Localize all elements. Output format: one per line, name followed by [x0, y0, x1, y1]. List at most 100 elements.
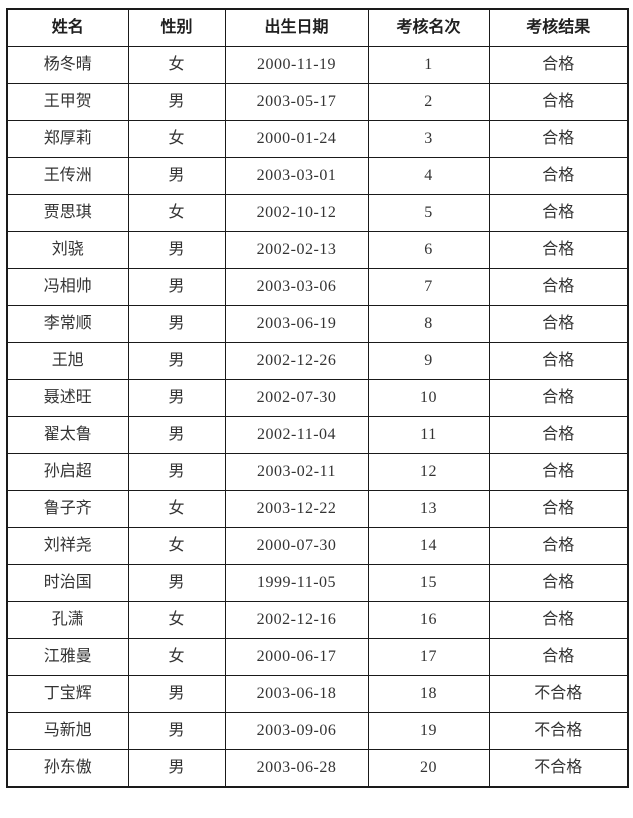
cell-name: 王传洲 — [6, 157, 129, 195]
cell-gender: 男 — [127, 231, 226, 269]
table-row: 马新旭男 2003-09-06 19 不合格 — [6, 712, 629, 750]
cell-name: 孙东傲 — [6, 749, 129, 788]
cell-birth-date: 2000-11-19 — [224, 46, 369, 84]
cell-birth-date: 2000-07-30 — [224, 527, 369, 565]
cell-rank: 1 — [367, 46, 490, 84]
cell-birth-date: 2003-03-01 — [224, 157, 369, 195]
cell-name: 翟太鲁 — [6, 416, 129, 454]
cell-gender: 女 — [127, 490, 226, 528]
cell-rank: 7 — [367, 268, 490, 306]
cell-birth-date: 2002-12-16 — [224, 601, 369, 639]
cell-result: 合格 — [488, 601, 629, 639]
cell-rank: 4 — [367, 157, 490, 195]
table-header-row: 姓名 性别 出生日期 考核名次 考核结果 — [6, 8, 629, 47]
cell-birth-date: 2002-10-12 — [224, 194, 369, 232]
cell-rank: 6 — [367, 231, 490, 269]
table-row: 时治国男 1999-11-05 15 合格 — [6, 564, 629, 602]
cell-birth-date: 2000-06-17 — [224, 638, 369, 676]
header-result: 考核结果 — [488, 8, 629, 47]
cell-birth-date: 2003-05-17 — [224, 83, 369, 121]
cell-name: 孙启超 — [6, 453, 129, 491]
cell-gender: 男 — [127, 453, 226, 491]
cell-rank: 11 — [367, 416, 490, 454]
cell-rank: 9 — [367, 342, 490, 380]
cell-result: 合格 — [488, 416, 629, 454]
table-row: 王传洲男 2003-03-01 4 合格 — [6, 157, 629, 195]
cell-name: 王旭 — [6, 342, 129, 380]
cell-result: 合格 — [488, 83, 629, 121]
table-row: 贾思琪女 2002-10-12 5 合格 — [6, 194, 629, 232]
cell-rank: 3 — [367, 120, 490, 158]
cell-rank: 19 — [367, 712, 490, 750]
cell-name: 鲁子齐 — [6, 490, 129, 528]
cell-birth-date: 2003-02-11 — [224, 453, 369, 491]
cell-gender: 女 — [127, 601, 226, 639]
cell-result: 合格 — [488, 231, 629, 269]
header-rank: 考核名次 — [367, 8, 490, 47]
cell-rank: 10 — [367, 379, 490, 417]
header-name: 姓名 — [6, 8, 129, 47]
cell-birth-date: 1999-11-05 — [224, 564, 369, 602]
cell-rank: 20 — [367, 749, 490, 788]
cell-birth-date: 2003-12-22 — [224, 490, 369, 528]
cell-result: 合格 — [488, 453, 629, 491]
table-row: 翟太鲁男 2002-11-04 11 合格 — [6, 416, 629, 454]
cell-gender: 男 — [127, 416, 226, 454]
cell-gender: 男 — [127, 157, 226, 195]
cell-rank: 17 — [367, 638, 490, 676]
cell-result: 合格 — [488, 379, 629, 417]
cell-name: 孔潇 — [6, 601, 129, 639]
cell-name: 贾思琪 — [6, 194, 129, 232]
cell-birth-date: 2003-06-18 — [224, 675, 369, 713]
cell-result: 合格 — [488, 157, 629, 195]
cell-name: 时治国 — [6, 564, 129, 602]
cell-name: 郑厚莉 — [6, 120, 129, 158]
cell-gender: 女 — [127, 638, 226, 676]
cell-gender: 男 — [127, 268, 226, 306]
cell-result: 合格 — [488, 638, 629, 676]
cell-rank: 12 — [367, 453, 490, 491]
cell-rank: 5 — [367, 194, 490, 232]
cell-gender: 男 — [127, 749, 226, 788]
table-row: 刘祥尧女 2000-07-30 14 合格 — [6, 527, 629, 565]
cell-gender: 男 — [127, 305, 226, 343]
cell-name: 丁宝辉 — [6, 675, 129, 713]
header-gender: 性别 — [127, 8, 226, 47]
cell-birth-date: 2003-06-28 — [224, 749, 369, 788]
cell-result: 不合格 — [488, 712, 629, 750]
table-row: 江雅曼女 2000-06-17 17 合格 — [6, 638, 629, 676]
cell-rank: 2 — [367, 83, 490, 121]
cell-name: 杨冬晴 — [6, 46, 129, 84]
cell-birth-date: 2003-06-19 — [224, 305, 369, 343]
cell-name: 王甲贺 — [6, 83, 129, 121]
table-row: 聂述旺男 2002-07-30 10 合格 — [6, 379, 629, 417]
cell-rank: 18 — [367, 675, 490, 713]
table-row: 李常顺男 2003-06-19 8 合格 — [6, 305, 629, 343]
header-birth-date: 出生日期 — [224, 8, 369, 47]
cell-result: 合格 — [488, 268, 629, 306]
cell-gender: 男 — [127, 379, 226, 417]
cell-birth-date: 2002-02-13 — [224, 231, 369, 269]
cell-result: 合格 — [488, 46, 629, 84]
table-row: 鲁子齐女 2003-12-22 13 合格 — [6, 490, 629, 528]
cell-result: 不合格 — [488, 675, 629, 713]
cell-birth-date: 2003-09-06 — [224, 712, 369, 750]
cell-birth-date: 2000-01-24 — [224, 120, 369, 158]
cell-result: 合格 — [488, 564, 629, 602]
cell-gender: 女 — [127, 120, 226, 158]
cell-birth-date: 2003-03-06 — [224, 268, 369, 306]
cell-name: 刘祥尧 — [6, 527, 129, 565]
cell-name: 聂述旺 — [6, 379, 129, 417]
cell-rank: 16 — [367, 601, 490, 639]
cell-rank: 15 — [367, 564, 490, 602]
cell-result: 合格 — [488, 527, 629, 565]
cell-result: 合格 — [488, 342, 629, 380]
table-row: 孙东傲男 2003-06-28 20 不合格 — [6, 749, 629, 788]
table-row: 丁宝辉男 2003-06-18 18 不合格 — [6, 675, 629, 713]
cell-gender: 女 — [127, 194, 226, 232]
cell-name: 李常顺 — [6, 305, 129, 343]
cell-result: 合格 — [488, 490, 629, 528]
cell-birth-date: 2002-12-26 — [224, 342, 369, 380]
cell-result: 不合格 — [488, 749, 629, 788]
cell-result: 合格 — [488, 305, 629, 343]
